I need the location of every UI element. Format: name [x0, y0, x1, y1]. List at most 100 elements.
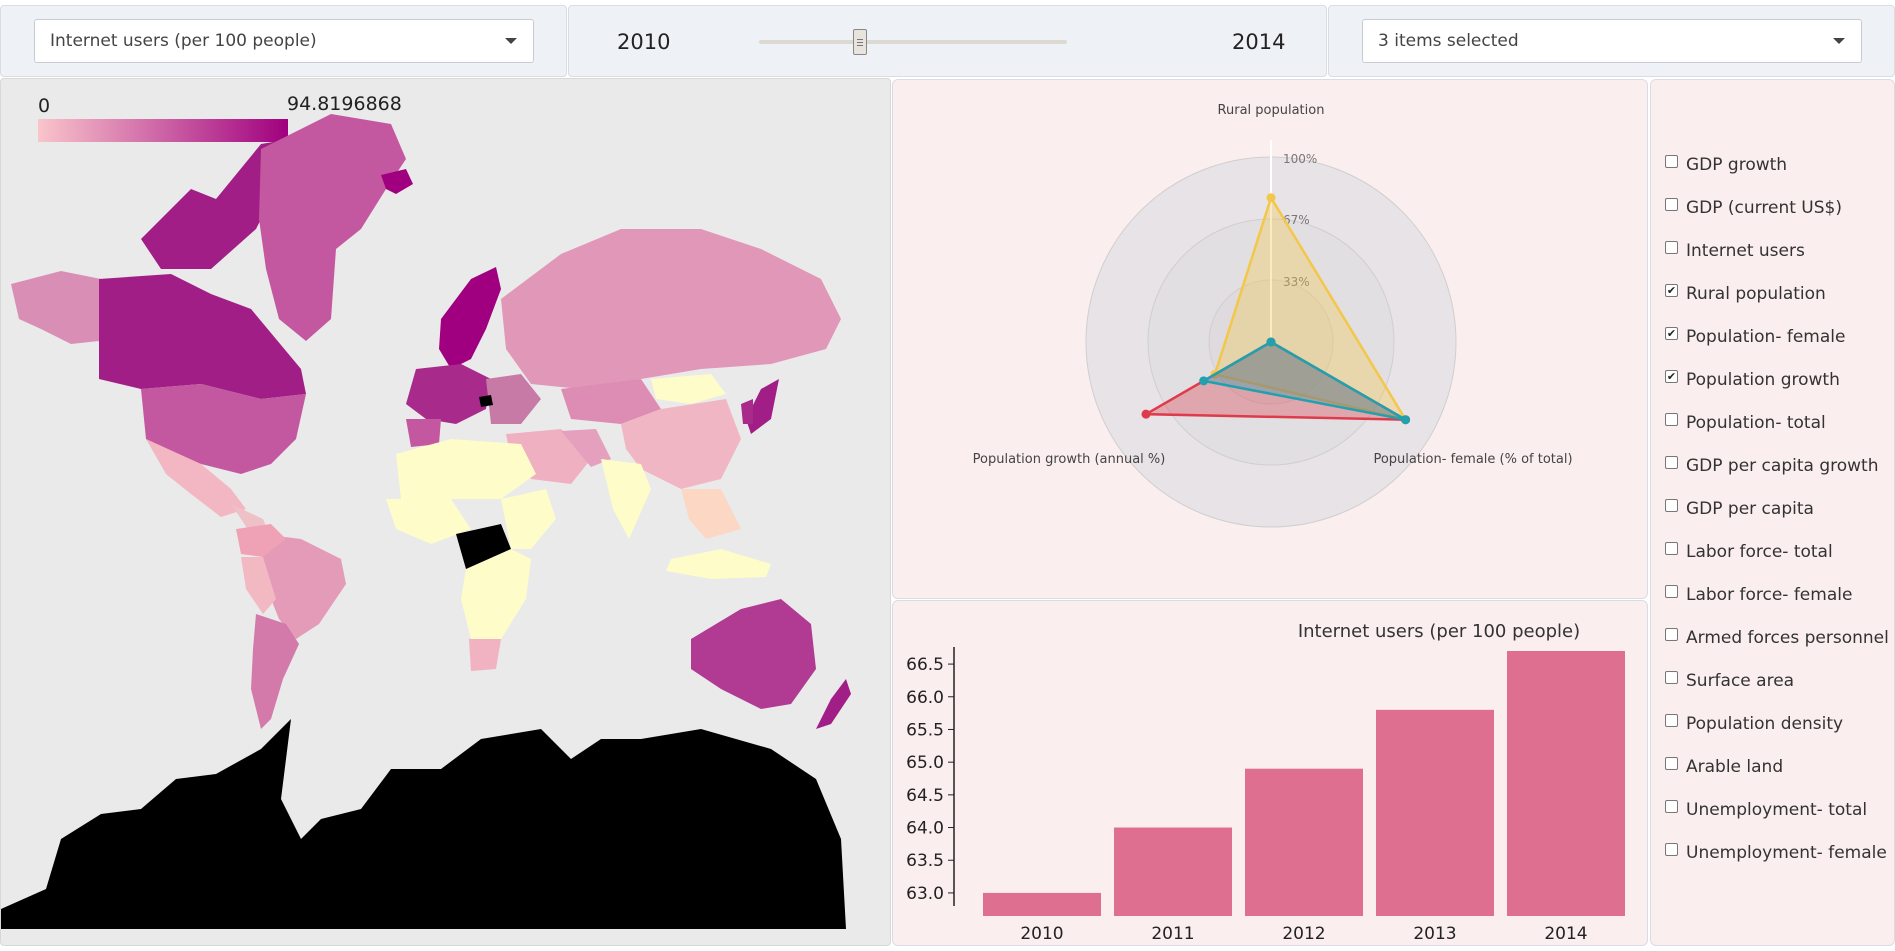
radar-series-point-2-1[interactable]	[1401, 415, 1411, 425]
bar-2011[interactable]	[1114, 827, 1232, 916]
country-mexico[interactable]	[146, 439, 246, 517]
checkbox[interactable]	[1665, 154, 1678, 168]
checklist-item-labor-force-female[interactable]: Labor force- female	[1665, 584, 1852, 605]
southeast-asia[interactable]	[681, 489, 741, 539]
country-china[interactable]	[621, 399, 741, 489]
checkbox[interactable]	[1665, 240, 1678, 254]
country-usa[interactable]	[141, 384, 306, 474]
checkbox[interactable]	[1665, 756, 1678, 770]
country-iceland[interactable]	[381, 169, 413, 194]
chevron-down-icon	[1833, 38, 1845, 44]
radar-axis-label-rural: Rural population	[1218, 103, 1325, 118]
north-africa[interactable]	[396, 439, 536, 499]
checklist-item-population-female[interactable]: ✔ Population- female	[1665, 326, 1845, 347]
y-tick-label-6: 66.0	[906, 688, 944, 708]
country-argentina-chile[interactable]	[251, 614, 299, 729]
country-mongolia[interactable]	[651, 374, 726, 404]
checklist-item-label: Population density	[1686, 714, 1844, 734]
country-australia[interactable]	[691, 599, 816, 709]
checklist-item-gdp-current-us[interactable]: GDP (current US$)	[1665, 197, 1842, 218]
checklist-item-internet-users[interactable]: Internet users	[1665, 240, 1805, 261]
country-peru-bolivia[interactable]	[241, 557, 276, 614]
country-alaska[interactable]	[11, 271, 101, 344]
checkbox[interactable]	[1665, 584, 1678, 598]
checkbox[interactable]	[1665, 713, 1678, 727]
checkbox[interactable]: ✔	[1665, 283, 1678, 297]
checkbox[interactable]	[1665, 455, 1678, 469]
country-india[interactable]	[601, 459, 651, 539]
y-tick-label-7: 66.5	[906, 655, 944, 675]
country-brazil[interactable]	[261, 534, 346, 639]
y-tick-label-2: 64.0	[906, 819, 944, 839]
country-canada[interactable]	[99, 274, 306, 399]
east-africa[interactable]	[501, 489, 556, 549]
bar-2013[interactable]	[1376, 709, 1494, 916]
checklist-item-unemployment-total[interactable]: Unemployment- total	[1665, 799, 1867, 820]
west-africa[interactable]	[386, 499, 471, 544]
country-south-africa[interactable]	[469, 639, 501, 671]
checklist-item-population-growth[interactable]: ✔ Population growth	[1665, 369, 1840, 390]
checkbox[interactable]	[1665, 197, 1678, 211]
year-slider-handle[interactable]	[853, 29, 867, 55]
bar-2012[interactable]	[1245, 768, 1363, 916]
radar-series-polygon-0[interactable]	[1213, 194, 1409, 422]
items-select[interactable]: 3 items selected	[1362, 19, 1862, 63]
radar-series-group	[1141, 193, 1411, 425]
eastern-europe[interactable]	[486, 374, 541, 424]
country-korea[interactable]	[741, 399, 753, 424]
bar-2010[interactable]	[983, 892, 1101, 916]
checkbox[interactable]: ✔	[1665, 369, 1678, 383]
checkbox[interactable]	[1665, 799, 1678, 813]
metric-select[interactable]: Internet users (per 100 people)	[34, 19, 534, 63]
checkbox[interactable]	[1665, 627, 1678, 641]
checklist-item-gdp-per-capita[interactable]: GDP per capita	[1665, 498, 1814, 519]
country-greenland[interactable]	[259, 114, 406, 341]
country-spain[interactable]	[406, 419, 441, 447]
bar-2014[interactable]	[1507, 651, 1625, 916]
bar-chart: Internet users (per 100 people) 63.0 63.5…	[906, 621, 1625, 944]
checklist-item-rural-population[interactable]: ✔ Rural population	[1665, 283, 1826, 304]
radar-series-point-0-0[interactable]	[1266, 193, 1276, 203]
scandinavia[interactable]	[439, 267, 501, 369]
checklist-item-arable-land[interactable]: Arable land	[1665, 756, 1783, 777]
canada-arctic-islands[interactable]	[141, 139, 291, 269]
indonesia[interactable]	[666, 549, 771, 579]
checkbox[interactable]	[1665, 541, 1678, 555]
checkbox[interactable]	[1665, 498, 1678, 512]
country-no-data-europe[interactable]	[479, 395, 493, 407]
checklist-item-population-density[interactable]: Population density	[1665, 713, 1844, 734]
checkbox[interactable]	[1665, 842, 1678, 856]
metric-select-value: Internet users (per 100 people)	[50, 31, 317, 51]
checklist-item-gdp-growth[interactable]: GDP growth	[1665, 154, 1787, 175]
radar-series-point-2-0[interactable]	[1266, 337, 1276, 347]
y-tick-label-1: 63.5	[906, 851, 944, 871]
radar-series-point-2-2[interactable]	[1199, 376, 1209, 386]
antarctica[interactable]	[1, 719, 846, 929]
country-colombia-venezuela[interactable]	[236, 524, 286, 557]
checklist-item-population-total[interactable]: Population- total	[1665, 412, 1826, 433]
year-range-panel: 2010 2014	[568, 5, 1327, 77]
x-tick-label-2010: 2010	[1020, 924, 1063, 944]
checklist-item-armed-forces-personnel[interactable]: Armed forces personnel	[1665, 627, 1889, 648]
color-legend-bar	[38, 119, 288, 142]
checkbox[interactable]: ✔	[1665, 326, 1678, 340]
checkbox[interactable]	[1665, 670, 1678, 684]
checklist-item-label: Population- total	[1686, 413, 1826, 433]
checklist-item-surface-area[interactable]: Surface area	[1665, 670, 1794, 691]
radar-series-polygon-2[interactable]	[1200, 340, 1407, 421]
western-europe[interactable]	[406, 364, 491, 424]
country-russia[interactable]	[501, 229, 841, 389]
checkbox[interactable]	[1665, 412, 1678, 426]
y-tick-label-4: 65.0	[906, 753, 944, 773]
country-iran[interactable]	[561, 429, 611, 467]
southern-africa[interactable]	[461, 549, 531, 639]
radar-ring-label-67: 67%	[1283, 213, 1310, 227]
country-kazakhstan[interactable]	[561, 379, 661, 424]
country-japan[interactable]	[746, 379, 779, 434]
checklist-item-gdp-per-capita-growth[interactable]: GDP per capita growth	[1665, 455, 1878, 476]
country-new-zealand[interactable]	[816, 679, 851, 729]
radar-series-point-1-2[interactable]	[1141, 409, 1151, 419]
checklist-item-unemployment-female[interactable]: Unemployment- female	[1665, 842, 1887, 863]
year-slider-track[interactable]	[759, 40, 1067, 44]
checklist-item-labor-force-total[interactable]: Labor force- total	[1665, 541, 1833, 562]
